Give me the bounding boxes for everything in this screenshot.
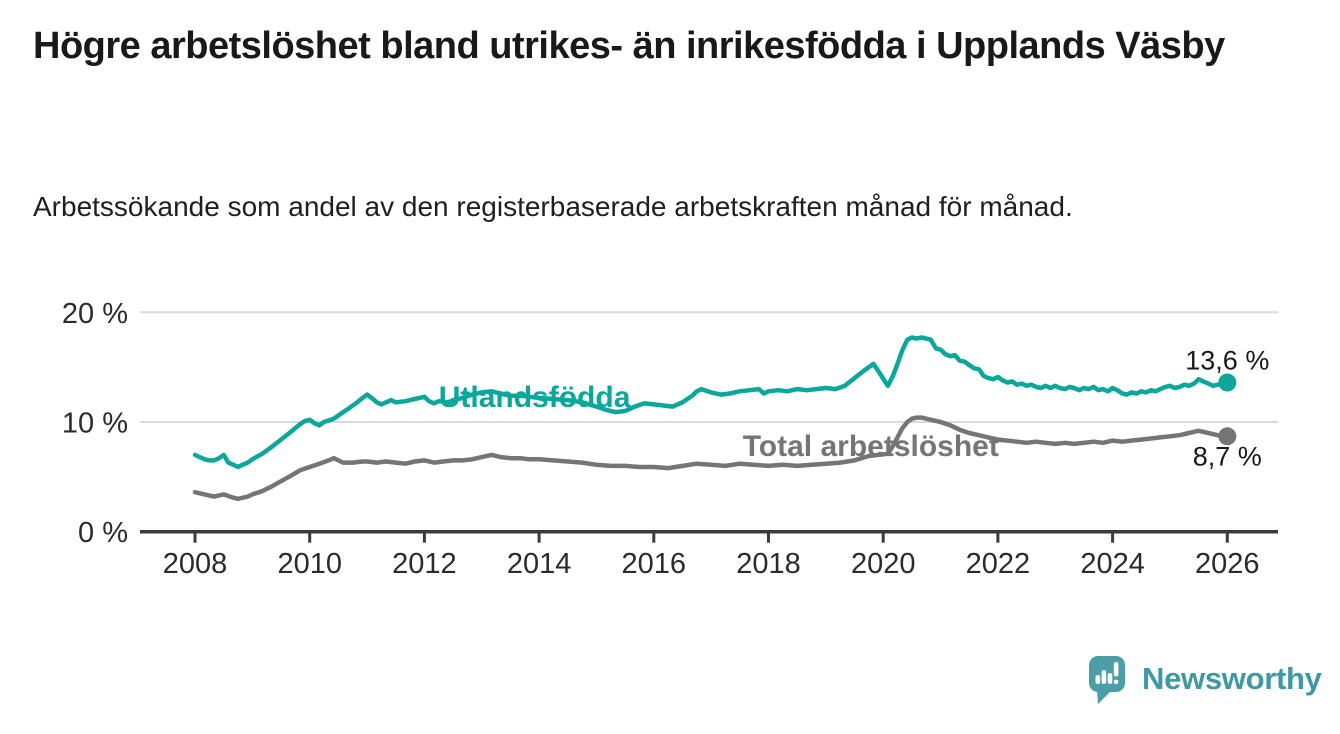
newsworthy-logo: Newsworthy xyxy=(1088,654,1322,704)
series-label-total-arbetsloshet: Total arbetslöshet xyxy=(743,430,999,463)
series-line-total-arbetsloshet xyxy=(192,415,1230,502)
y-tick-label-10: 10 % xyxy=(62,408,128,440)
page-subtitle: Arbetssökande som andel av den registerb… xyxy=(33,191,1073,222)
x-tick-label-2024: 2024 xyxy=(1080,548,1145,580)
x-tick-label-2022: 2022 xyxy=(966,548,1031,580)
x-tick-label-2016: 2016 xyxy=(622,548,687,580)
x-tick-label-2010: 2010 xyxy=(277,548,342,580)
newsworthy-bubble-chart-icon xyxy=(1089,656,1125,704)
series-label-utlandsfodda: Utlandsfödda xyxy=(439,381,631,414)
end-dot-total-arbetsloshet xyxy=(1218,427,1237,446)
x-tick-label-2008: 2008 xyxy=(163,548,228,580)
series-line-utlandsfodda xyxy=(192,335,1230,470)
x-tick-label-2018: 2018 xyxy=(736,548,801,580)
page-title: Högre arbetslöshet bland utrikes- än inr… xyxy=(33,25,1225,67)
y-tick-label-0: 0 % xyxy=(78,517,128,549)
end-dot-utlandsfodda xyxy=(1218,373,1237,392)
newsworthy-logo-text: Newsworthy xyxy=(1142,661,1322,696)
x-tick-label-2012: 2012 xyxy=(392,548,457,580)
end-value-label-utlandsfodda: 13,6 % xyxy=(1185,346,1269,376)
x-tick-label-2014: 2014 xyxy=(507,548,572,580)
x-tick-label-2020: 2020 xyxy=(851,548,916,580)
end-value-label-total-arbetsloshet: 8,7 % xyxy=(1193,441,1262,471)
x-tick-label-2026: 2026 xyxy=(1195,548,1260,580)
y-tick-label-20: 20 % xyxy=(62,298,128,330)
